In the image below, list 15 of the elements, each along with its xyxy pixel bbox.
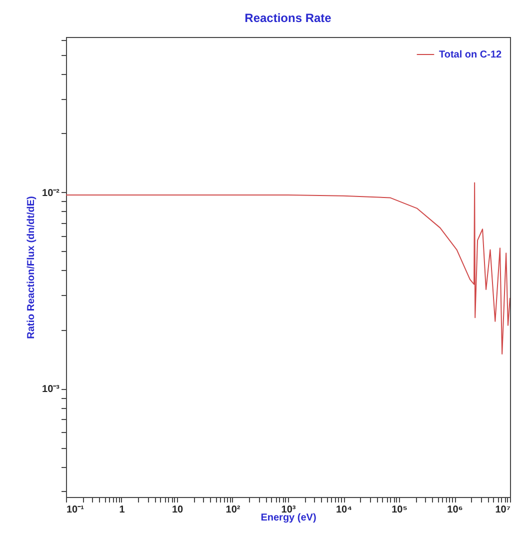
- x-tick-label: 10²: [226, 504, 241, 516]
- y-axis-title: Ratio Reaction/Flux (dn/dt/dE): [26, 196, 38, 339]
- x-tick-label: 10⁵: [392, 504, 408, 516]
- x-tick-label: 10⁷: [495, 504, 510, 516]
- x-tick-label: 10³: [281, 504, 296, 516]
- x-tick-label: 10⁻¹: [66, 504, 85, 516]
- x-tick-label: 1: [119, 504, 126, 516]
- chart-title: Reactions Rate: [244, 10, 332, 25]
- x-tick-label: 10: [172, 504, 184, 516]
- x-axis-title: Energy (eV): [260, 512, 316, 524]
- y-tick-label: 10⁻³: [42, 384, 60, 396]
- y-tick-label: 10⁻²: [42, 188, 60, 199]
- x-tick-label: 10⁶: [447, 504, 463, 516]
- x-tick-label: 10⁴: [336, 504, 352, 516]
- legend-label: Total on C-12: [439, 50, 502, 60]
